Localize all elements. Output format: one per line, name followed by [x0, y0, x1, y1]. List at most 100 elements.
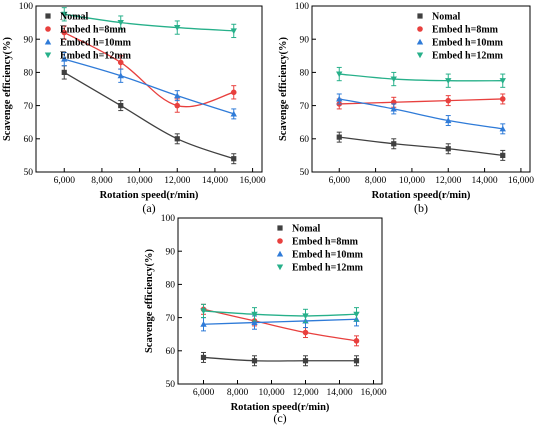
legend-label: Nomal [60, 12, 89, 23]
data-point [251, 358, 258, 364]
y-axis-title: Scavenge efficiency(%) [2, 36, 13, 141]
y-tick-label: 70 [166, 314, 176, 324]
legend-item: Nomal [417, 12, 461, 23]
x-tick-label: 12,000 [164, 176, 190, 186]
legend-item: Nomal [277, 224, 321, 235]
y-tick-label: 70 [300, 102, 310, 112]
series-line [339, 73, 503, 82]
x-tick-label: 14,000 [326, 388, 352, 398]
x-axis-title: Rotation speed(r/min) [231, 402, 330, 413]
data-point [390, 76, 397, 83]
series-line [64, 58, 234, 115]
x-tick-label: 8,000 [365, 176, 387, 186]
data-point [500, 152, 506, 158]
data-point [200, 321, 207, 327]
data-point [174, 102, 181, 109]
legend-item: Embed h=12mm [44, 51, 132, 62]
legend-marker [417, 13, 423, 19]
series-1 [336, 131, 506, 161]
legend-marker [277, 238, 283, 244]
series-line [339, 98, 503, 130]
y-tick-label: 60 [300, 135, 310, 145]
series-4 [200, 303, 360, 324]
data-point [230, 110, 237, 117]
x-tick-label: 16,000 [508, 176, 534, 186]
y-tick-label: 50 [24, 168, 34, 178]
data-point [391, 141, 397, 147]
data-point [200, 354, 207, 361]
y-tick-label: 60 [166, 347, 176, 357]
data-point [445, 78, 452, 84]
legend-marker [45, 26, 51, 32]
data-point [353, 338, 360, 344]
data-point [117, 72, 124, 79]
data-point [61, 69, 67, 75]
series-3 [336, 93, 506, 135]
legend-label: Embed h=8mm [432, 25, 499, 36]
plot-frame [35, 5, 263, 173]
legend-label: Embed h=8mm [292, 237, 359, 248]
y-tick-label: 80 [300, 69, 310, 79]
y-tick-label: 80 [24, 69, 34, 79]
data-point [117, 59, 124, 66]
series-2 [200, 303, 360, 347]
x-tick-label: 12,000 [435, 176, 461, 186]
data-point [174, 92, 181, 99]
data-point [336, 134, 342, 140]
series-line [203, 308, 357, 342]
legend-marker [276, 250, 284, 257]
data-point [353, 358, 360, 364]
legend-label: Nomal [292, 224, 321, 235]
legend-marker [416, 38, 424, 45]
series-line [203, 318, 357, 325]
x-tick-label: 16,000 [360, 388, 386, 398]
legend-marker [416, 52, 424, 59]
y-tick-label: 90 [300, 35, 310, 45]
data-point [445, 97, 452, 104]
legend-label: Embed h=10mm [432, 38, 504, 49]
data-point [499, 96, 506, 102]
x-tick-label: 14,000 [472, 176, 498, 186]
y-tick-label: 80 [166, 281, 176, 291]
x-tick-label: 14,000 [202, 176, 228, 186]
legend-label: Nomal [432, 12, 461, 23]
y-tick-label: 100 [161, 214, 176, 224]
panel-label: (a) [142, 201, 155, 215]
data-point [445, 117, 452, 124]
x-tick-label: 10,000 [127, 176, 153, 186]
y-axis-title: Scavenge efficiency(%) [144, 248, 155, 353]
series-line [203, 356, 357, 362]
series-2 [336, 93, 506, 110]
x-tick-label: 10,000 [399, 176, 425, 186]
legend-marker [45, 13, 51, 19]
legend-item: Embed h=10mm [276, 250, 364, 261]
x-tick-label: 8,000 [227, 388, 249, 398]
series-line [64, 13, 234, 32]
legend-marker [277, 225, 283, 231]
legend-item: Embed h=10mm [44, 38, 132, 49]
chart-panel-1: 6,000 8,000 10,000 12,000 14,000 16,000 50 60 70… [2, 2, 266, 215]
legend-item: Embed h=8mm [45, 25, 127, 36]
x-tick-label: 6,000 [54, 176, 76, 186]
x-tick-label: 12,000 [292, 388, 318, 398]
y-tick-label: 90 [166, 247, 176, 257]
y-tick-label: 50 [300, 168, 310, 178]
data-point [499, 78, 506, 84]
panel-label: (b) [414, 201, 428, 215]
x-tick-label: 8,000 [91, 176, 113, 186]
series-4 [336, 66, 506, 88]
x-tick-label: 10,000 [258, 388, 284, 398]
x-axis-title: Rotation speed(r/min) [100, 190, 199, 201]
data-point [390, 105, 397, 112]
series-3 [61, 51, 237, 120]
series-1 [61, 65, 237, 165]
y-tick-label: 100 [19, 2, 34, 12]
legend-label: Embed h=12mm [60, 51, 132, 62]
series-1 [200, 351, 360, 367]
legend-label: Embed h=12mm [292, 263, 364, 274]
series-line [203, 310, 357, 317]
legend-item: Embed h=8mm [417, 25, 499, 36]
data-point [336, 95, 343, 102]
legend-marker [44, 52, 52, 59]
plot-frame [311, 5, 531, 173]
